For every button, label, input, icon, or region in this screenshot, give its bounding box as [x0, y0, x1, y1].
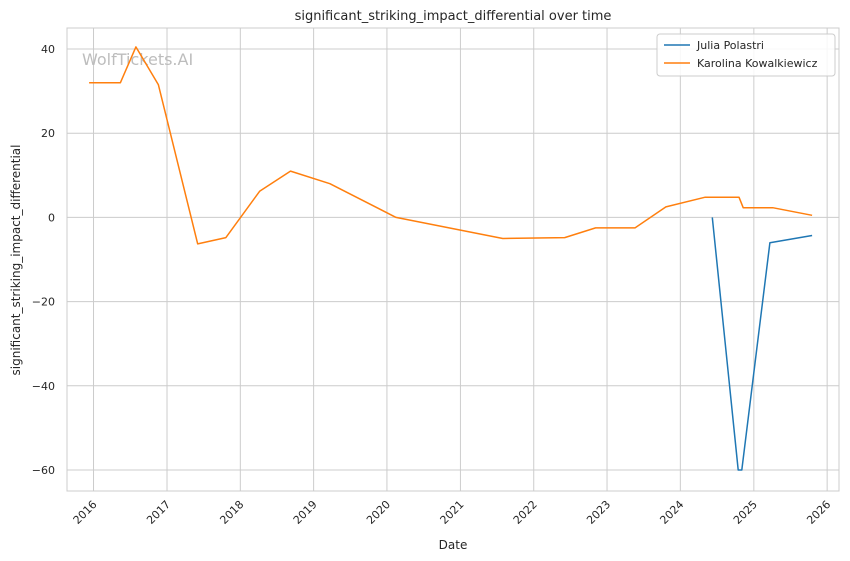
- plot-area-frame: [66, 27, 840, 492]
- series-line-1: [89, 46, 813, 245]
- watermark: WolfTickets.AI: [82, 50, 193, 69]
- y-tick-label: 20: [41, 127, 55, 140]
- chart-title: significant_striking_impact_differential…: [295, 9, 612, 24]
- x-axis-label: Date: [439, 538, 468, 552]
- y-tick-label: −60: [32, 464, 55, 477]
- series-line-0: [711, 217, 813, 471]
- legend-label: Karolina Kowalkiewicz: [697, 57, 818, 70]
- series-lines: [89, 46, 813, 471]
- y-tick-label: 40: [41, 43, 55, 56]
- legend: Julia Polastri Karolina Kowalkiewicz: [656, 33, 836, 77]
- legend-box: [656, 33, 836, 77]
- y-tick-label: −40: [32, 380, 55, 393]
- y-tick-label: −20: [32, 296, 55, 309]
- legend-label: Julia Polastri: [696, 39, 764, 52]
- y-tick-label: 0: [48, 211, 55, 224]
- grid: [67, 28, 839, 491]
- y-axis-label: significant_striking_impact_differential: [9, 145, 23, 376]
